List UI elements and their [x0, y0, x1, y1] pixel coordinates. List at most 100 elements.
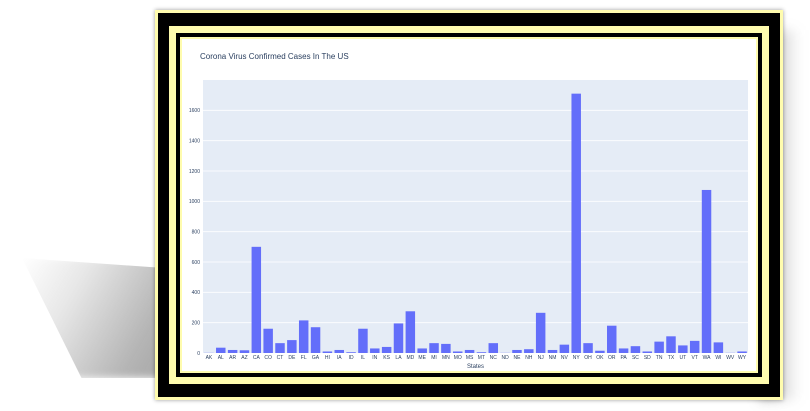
- x-tick-label: GA: [312, 355, 320, 361]
- bar-nj: [535, 312, 546, 353]
- bar-wa: [701, 189, 712, 353]
- x-tick-label: MN: [442, 355, 450, 361]
- bar-ut: [678, 345, 688, 353]
- x-tick-label: AK: [206, 355, 213, 361]
- chart-title: Corona Virus Confirmed Cases In The US: [200, 52, 349, 61]
- bar-ok: [595, 350, 605, 353]
- x-tick-label: AR: [229, 355, 236, 361]
- bar-ny: [571, 93, 581, 354]
- x-tick-label: MI: [431, 355, 437, 361]
- bar-mn: [441, 343, 451, 353]
- bar-ne: [512, 349, 522, 353]
- x-tick-label: IA: [337, 355, 342, 361]
- bar-nh: [524, 349, 534, 353]
- x-tick-label: TN: [656, 355, 663, 361]
- x-tick-label: MD: [406, 355, 414, 361]
- x-tick-label: MT: [478, 355, 485, 361]
- x-tick-label: VT: [691, 355, 697, 361]
- bar-de: [287, 340, 297, 353]
- x-tick-label: MS: [466, 355, 474, 361]
- x-tick-label: SC: [632, 355, 639, 361]
- bar-la: [393, 323, 404, 353]
- bar-oh: [583, 343, 593, 353]
- bar-ia: [334, 349, 344, 353]
- bar-nc: [488, 343, 499, 353]
- bar-ca: [251, 246, 262, 353]
- x-tick-label: ME: [418, 355, 426, 361]
- bar-id: [346, 352, 356, 353]
- gridlines: [203, 109, 748, 324]
- bar-wy: [737, 351, 747, 353]
- x-tick-label: NC: [490, 355, 498, 361]
- x-tick-label: PA: [620, 355, 627, 361]
- x-tick-label: WA: [703, 355, 712, 361]
- x-tick-label: IN: [372, 355, 377, 361]
- y-tick-label: 400: [192, 290, 201, 296]
- bar-mo: [452, 351, 463, 353]
- bar-il: [358, 328, 368, 353]
- x-tick-label: WY: [738, 355, 747, 361]
- y-tick-label: 0: [197, 351, 200, 357]
- bar-sd: [642, 351, 653, 353]
- y-tick-label: 1200: [189, 169, 200, 175]
- x-tick-label: UT: [680, 355, 687, 361]
- x-tick-label: DE: [288, 355, 296, 361]
- bar-co: [263, 328, 273, 353]
- x-tick-label: NE: [513, 355, 521, 361]
- x-tick-label: NY: [573, 355, 581, 361]
- bar-nm: [547, 349, 558, 353]
- x-tick-label: TX: [668, 355, 675, 361]
- bar-or: [607, 325, 617, 353]
- bar-az: [239, 350, 250, 353]
- bars: [204, 93, 747, 354]
- x-tick-label: KS: [383, 355, 390, 361]
- plot-background: [203, 80, 748, 353]
- bar-me: [417, 348, 427, 353]
- x-tick-label: NH: [525, 355, 533, 361]
- x-tick-label: OH: [584, 355, 592, 361]
- bar-nv: [559, 344, 570, 353]
- x-tick-label: WI: [715, 355, 721, 361]
- bar-wi: [713, 342, 724, 353]
- x-tick-label: CO: [264, 355, 272, 361]
- x-tick-label: OK: [596, 355, 604, 361]
- bar-ms: [464, 349, 475, 353]
- x-tick-label: AL: [218, 355, 224, 361]
- x-tick-label: NV: [561, 355, 569, 361]
- x-tick-label: LA: [395, 355, 402, 361]
- y-tick-label: 1600: [189, 108, 200, 114]
- bar-tn: [654, 341, 664, 353]
- x-tick-label: AZ: [241, 355, 247, 361]
- bar-al: [216, 347, 226, 353]
- bar-pa: [618, 348, 629, 353]
- bar-in: [370, 348, 380, 353]
- x-axis-title: States: [467, 364, 484, 370]
- x-tick-label: CA: [253, 355, 261, 361]
- x-tick-label: SD: [644, 355, 651, 361]
- x-tick-label: CT: [277, 355, 284, 361]
- bar-ga: [310, 327, 321, 353]
- x-tick-label: FL: [301, 355, 307, 361]
- x-tick-label: NJ: [538, 355, 545, 361]
- y-tick-label: 600: [192, 260, 201, 266]
- bar-fl: [298, 320, 309, 353]
- x-tick-label: WV: [726, 355, 735, 361]
- x-tick-label: HI: [325, 355, 330, 361]
- y-tick-label: 1000: [189, 199, 200, 205]
- bar-vt: [689, 340, 700, 353]
- bar-mt: [476, 352, 487, 353]
- bar-ar: [227, 349, 238, 353]
- x-tick-label: ID: [349, 355, 354, 361]
- bar-md: [405, 311, 416, 353]
- bar-sc: [630, 346, 641, 353]
- y-tick-label: 200: [192, 320, 201, 326]
- y-axis-ticks: 0 200 400 600 800 1000 1200 1400 1600: [189, 108, 200, 357]
- x-axis-ticks: AK AL AR AZ CA CO CT DE FL GA HI IA ID IL IN KS LA MD ME MI…: [206, 355, 747, 361]
- x-tick-label: OR: [608, 355, 616, 361]
- y-tick-label: 1400: [189, 138, 200, 144]
- bar-ct: [275, 343, 285, 353]
- y-tick-label: 800: [192, 229, 201, 235]
- x-tick-label: IL: [361, 355, 365, 361]
